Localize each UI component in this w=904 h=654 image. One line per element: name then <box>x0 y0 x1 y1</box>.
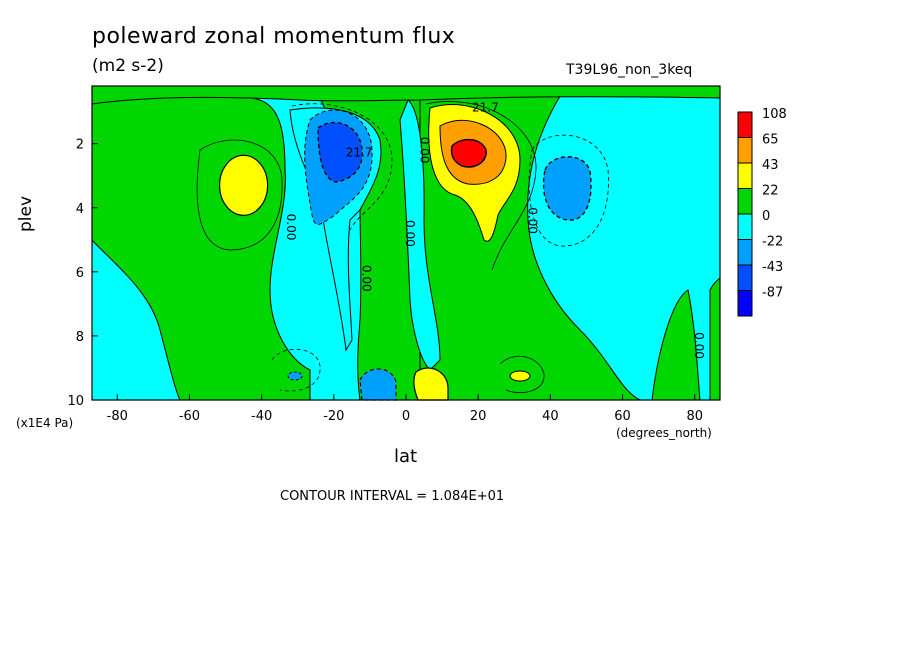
x-tick-label: -40 <box>251 409 272 424</box>
legend-label: -87 <box>762 286 783 301</box>
legend-swatch <box>737 213 753 240</box>
contour-line-3 <box>528 134 609 247</box>
contour-label-7: 0.00 <box>692 332 706 359</box>
x-tick-label: 60 <box>614 409 631 424</box>
contour-label-1: 21.7 <box>346 145 373 159</box>
axes: -80 -60 -40 -20 0 20 40 60 80 2 4 6 8 10 <box>67 138 703 424</box>
legend-label: 65 <box>762 133 779 148</box>
contour-label-6: 0.00 <box>526 207 540 234</box>
y-tick-label: 8 <box>76 330 84 345</box>
x-tick-label: 0 <box>402 409 410 424</box>
legend-swatch <box>737 162 753 189</box>
x-tick-label: 40 <box>542 409 559 424</box>
legend-label: 43 <box>762 158 779 173</box>
legend-swatch <box>737 111 753 138</box>
contour-labels: 21.7 21.7 0.00 0.00 0.00 0.00 0.00 0.00 <box>284 101 706 359</box>
x-tick-label: -60 <box>179 409 200 424</box>
contour-label-3: 0.00 <box>284 214 298 241</box>
colorbar-legend: 108 65 43 22 0 -22 -43 -87 <box>737 107 787 317</box>
legend-label: 22 <box>762 184 779 199</box>
region-positive-nh-pole2 <box>709 276 721 401</box>
contour-label-4: 0.00 <box>360 265 374 292</box>
run-name: T39L96_non_3keq <box>566 62 693 78</box>
x-tick-label: -20 <box>323 409 344 424</box>
legend-label: -43 <box>762 260 783 275</box>
legend-label: 108 <box>762 107 787 122</box>
region-min-sh-inner <box>317 121 363 183</box>
contour-line-4 <box>271 348 321 392</box>
contour-interval: CONTOUR INTERVAL = 1.084E+01 <box>280 489 505 504</box>
legend-swatch <box>737 188 753 215</box>
region-max-nh-core <box>450 139 487 168</box>
x-tick-label: -80 <box>107 409 128 424</box>
x-tick-label: 20 <box>470 409 487 424</box>
contour-label-5: 0.00 <box>403 220 417 247</box>
y-axis-label: plev <box>16 195 36 232</box>
contour-label-2: 0.00 <box>417 137 431 164</box>
plot-area <box>91 85 721 401</box>
chart-units: (m2 s-2) <box>92 56 164 76</box>
y-axis-unit: (x1E4 Pa) <box>16 416 74 430</box>
region-positive-nh-pole <box>651 289 701 401</box>
legend-label: -22 <box>762 235 783 250</box>
legend-label: 0 <box>762 209 770 224</box>
region-max-small <box>509 370 531 382</box>
region-min-small <box>287 371 303 381</box>
y-tick-label: 2 <box>76 138 84 153</box>
legend-swatch <box>737 264 753 291</box>
contour-line-0 <box>196 139 283 251</box>
y-tick-label: 4 <box>76 202 84 217</box>
legend-swatch <box>737 239 753 266</box>
legend-swatch <box>737 290 753 317</box>
x-axis-unit: (degrees_north) <box>616 426 712 440</box>
contour-line-5 <box>499 355 545 393</box>
y-tick-label: 10 <box>67 394 84 409</box>
chart-title: poleward zonal momentum flux <box>92 24 456 49</box>
legend-swatch <box>737 137 753 164</box>
region-positive-top <box>91 85 721 105</box>
region-min-lower <box>359 368 397 401</box>
contour-line-1 <box>291 103 393 231</box>
region-min-nh <box>542 156 592 221</box>
x-tick-label: 80 <box>686 409 703 424</box>
contour-line-2 <box>425 101 537 271</box>
contour-label-0: 21.7 <box>472 101 499 115</box>
region-positive-sh-edge <box>91 238 181 401</box>
x-axis-label: lat <box>394 446 418 467</box>
region-max-sh <box>218 154 269 216</box>
y-tick-label: 6 <box>76 266 84 281</box>
region-negative-equator <box>399 99 441 371</box>
